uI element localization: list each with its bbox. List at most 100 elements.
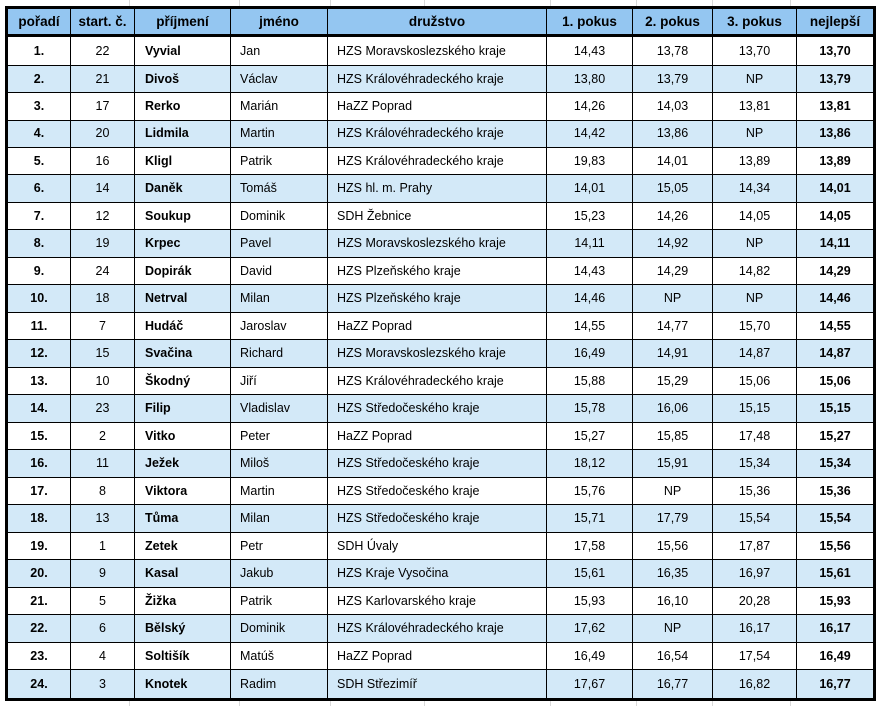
- gridline-stub: [712, 701, 713, 706]
- cell-first-name: Jakub: [230, 559, 328, 588]
- cell-start: 24: [70, 256, 135, 286]
- cell-rank: 19.: [6, 531, 71, 561]
- cell-attempt1: 15,88: [546, 366, 633, 396]
- cell-start: 21: [70, 64, 135, 94]
- cell-attempt3: 16,82: [712, 669, 797, 700]
- cell-first-name: Tomáš: [230, 174, 328, 203]
- cell-attempt1: 17,58: [546, 531, 633, 561]
- cell-rank: 8.: [6, 229, 71, 258]
- cell-first-name: Pavel: [230, 229, 328, 258]
- cell-start: 22: [70, 35, 135, 66]
- cell-best: 14,01: [796, 174, 875, 203]
- cell-best: 13,86: [796, 119, 875, 148]
- cell-team: HZS Kraje Vysočina: [327, 559, 547, 588]
- cell-start: 6: [70, 614, 135, 643]
- cell-attempt3: NP: [712, 229, 797, 258]
- cell-attempt3: 16,97: [712, 559, 797, 588]
- cell-start: 8: [70, 476, 135, 506]
- cell-surname: Soltišík: [134, 641, 231, 671]
- cell-surname: Divoš: [134, 64, 231, 94]
- cell-first-name: Patrik: [230, 146, 328, 176]
- cell-attempt1: 14,42: [546, 119, 633, 148]
- cell-attempt2: 15,91: [632, 449, 713, 478]
- cell-rank: 16.: [6, 449, 71, 478]
- cell-rank: 5.: [6, 146, 71, 176]
- cell-attempt2: NP: [632, 284, 713, 313]
- cell-team: HZS Karlovarského kraje: [327, 586, 547, 616]
- cell-attempt1: 14,46: [546, 284, 633, 313]
- cell-attempt1: 15,93: [546, 586, 633, 616]
- cell-attempt3: 13,81: [712, 92, 797, 121]
- cell-attempt2: 15,56: [632, 531, 713, 561]
- column-header-attempt-3: 3. pokus: [712, 7, 797, 37]
- cell-attempt2: 15,29: [632, 366, 713, 396]
- cell-attempt2: 17,79: [632, 504, 713, 533]
- cell-best: 13,70: [796, 35, 875, 66]
- cell-team: HZS Královéhradeckého kraje: [327, 64, 547, 94]
- cell-surname: Zetek: [134, 531, 231, 561]
- cell-first-name: Patrik: [230, 586, 328, 616]
- cell-best: 15,56: [796, 531, 875, 561]
- cell-team: SDH Žebnice: [327, 201, 547, 231]
- cell-team: HZS Moravskoslezského kraje: [327, 229, 547, 258]
- cell-rank: 24.: [6, 669, 71, 700]
- cell-team: HZS Středočeského kraje: [327, 476, 547, 506]
- cell-attempt2: 16,77: [632, 669, 713, 700]
- cell-attempt1: 15,23: [546, 201, 633, 231]
- cell-attempt2: 16,35: [632, 559, 713, 588]
- cell-attempt2: 13,78: [632, 35, 713, 66]
- cell-first-name: David: [230, 256, 328, 286]
- gridline-stub: [636, 701, 637, 706]
- table-row: 10. 18 Netrval Milan HZS Plzeňského kraje 14,…: [6, 284, 875, 313]
- cell-surname: Filip: [134, 394, 231, 423]
- cell-first-name: Dominik: [230, 201, 328, 231]
- table-row: 7. 12 Soukup Dominik SDH Žebnice 15,23 14,26 14…: [6, 201, 875, 231]
- cell-rank: 6.: [6, 174, 71, 203]
- cell-rank: 10.: [6, 284, 71, 313]
- cell-attempt3: 20,28: [712, 586, 797, 616]
- table-row: 14. 23 Filip Vladislav HZS Středočeského kra…: [6, 394, 875, 423]
- cell-attempt1: 14,55: [546, 311, 633, 341]
- cell-surname: Rerko: [134, 92, 231, 121]
- cell-first-name: Peter: [230, 421, 328, 451]
- gridline-stub: [129, 0, 130, 6]
- cell-surname: Netrval: [134, 284, 231, 313]
- table-row: 15. 2 Vitko Peter HaZZ Poprad 15,27 15,85 17,48…: [6, 421, 875, 451]
- cell-first-name: Jaroslav: [230, 311, 328, 341]
- cell-surname: Vitko: [134, 421, 231, 451]
- cell-attempt1: 14,01: [546, 174, 633, 203]
- cell-surname: Krpec: [134, 229, 231, 258]
- table-row: 16. 11 Ježek Miloš HZS Středočeského kraje 18…: [6, 449, 875, 478]
- cell-start: 4: [70, 641, 135, 671]
- cell-attempt2: 15,05: [632, 174, 713, 203]
- cell-rank: 18.: [6, 504, 71, 533]
- table-row: 17. 8 Viktora Martin HZS Středočeského kraje…: [6, 476, 875, 506]
- cell-first-name: Marián: [230, 92, 328, 121]
- cell-best: 14,11: [796, 229, 875, 258]
- cell-start: 17: [70, 92, 135, 121]
- header-row: pořadí start. č. příjmení jméno družstvo…: [6, 7, 875, 37]
- cell-surname: Knotek: [134, 669, 231, 700]
- cell-attempt2: 16,06: [632, 394, 713, 423]
- cell-team: HZS Královéhradeckého kraje: [327, 119, 547, 148]
- cell-attempt2: 14,01: [632, 146, 713, 176]
- column-header-best: nejlepší: [796, 7, 875, 37]
- cell-start: 19: [70, 229, 135, 258]
- cell-surname: Dopirák: [134, 256, 231, 286]
- cell-attempt1: 17,62: [546, 614, 633, 643]
- cell-start: 3: [70, 669, 135, 700]
- cell-surname: Svačina: [134, 339, 231, 368]
- cell-attempt1: 16,49: [546, 339, 633, 368]
- cell-attempt3: 14,82: [712, 256, 797, 286]
- cell-attempt3: 14,05: [712, 201, 797, 231]
- cell-surname: Daněk: [134, 174, 231, 203]
- cell-best: 15,06: [796, 366, 875, 396]
- cell-best: 15,36: [796, 476, 875, 506]
- cell-attempt1: 14,11: [546, 229, 633, 258]
- cell-attempt3: 15,15: [712, 394, 797, 423]
- cell-surname: Kasal: [134, 559, 231, 588]
- cell-attempt2: 14,26: [632, 201, 713, 231]
- cell-best: 13,81: [796, 92, 875, 121]
- cell-rank: 9.: [6, 256, 71, 286]
- cell-first-name: Dominik: [230, 614, 328, 643]
